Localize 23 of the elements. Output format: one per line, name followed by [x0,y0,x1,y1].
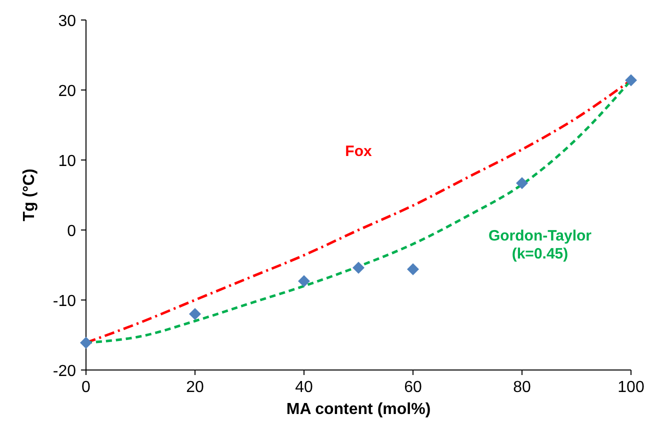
y-tick-label: 30 [58,13,76,30]
y-tick-label: 0 [67,223,76,240]
y-axis-title: Tg (°C) [21,168,38,222]
x-tick-label: 80 [513,379,531,396]
y-tick-label: -10 [52,293,76,310]
x-tick-label: 40 [295,379,313,396]
point [352,262,364,274]
x-tick-label: 60 [404,379,422,396]
point [80,336,92,349]
x-tick-label: 0 [82,379,91,396]
x-tick-label: 20 [186,379,204,396]
point [298,275,310,288]
point [625,74,637,86]
point [407,263,419,276]
x-axis-title: MA content (mol%) [286,401,431,418]
series-label: Gordon-Taylor (k=0.45) [488,228,592,262]
point [516,177,528,190]
point [189,308,201,320]
y-tick-label: -20 [52,363,76,380]
text: Fox [345,143,372,160]
x-tick-label: 100 [618,379,644,396]
y-tick-label: 20 [58,83,76,100]
y-tick-label: 10 [58,153,76,170]
